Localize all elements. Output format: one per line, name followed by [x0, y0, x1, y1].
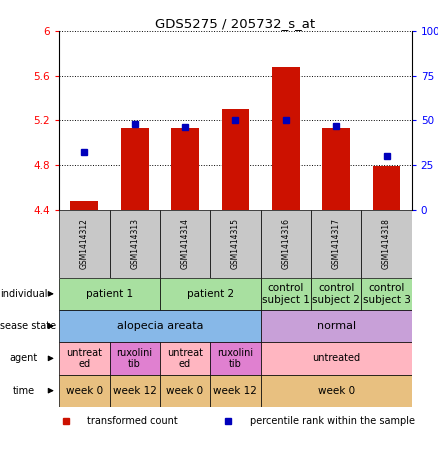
- Bar: [110, 210, 160, 278]
- Text: GSM1414318: GSM1414318: [382, 218, 391, 269]
- Bar: [210, 375, 261, 407]
- Text: week 0: week 0: [66, 386, 103, 395]
- Text: individual: individual: [0, 289, 47, 299]
- Bar: [261, 375, 412, 407]
- Text: untreat
ed: untreat ed: [66, 347, 102, 369]
- Bar: [121, 128, 148, 210]
- Text: control
subject 2: control subject 2: [312, 283, 360, 304]
- Bar: [261, 342, 412, 375]
- Bar: [59, 210, 110, 278]
- Bar: [210, 342, 261, 375]
- Text: week 12: week 12: [213, 386, 258, 395]
- Text: week 12: week 12: [113, 386, 157, 395]
- Bar: [361, 278, 412, 310]
- Text: GSM1414313: GSM1414313: [130, 218, 139, 269]
- Bar: [59, 375, 110, 407]
- Bar: [311, 278, 361, 310]
- Bar: [361, 210, 412, 278]
- Bar: [210, 210, 261, 278]
- Text: untreat
ed: untreat ed: [167, 347, 203, 369]
- Bar: [71, 201, 98, 210]
- Text: patient 1: patient 1: [86, 289, 133, 299]
- Text: agent: agent: [10, 353, 38, 363]
- Text: GSM1414317: GSM1414317: [332, 218, 341, 269]
- Bar: [322, 128, 350, 210]
- Bar: [261, 210, 311, 278]
- Title: GDS5275 / 205732_s_at: GDS5275 / 205732_s_at: [155, 17, 315, 29]
- Text: control
subject 1: control subject 1: [262, 283, 310, 304]
- Bar: [110, 375, 160, 407]
- Bar: [59, 342, 110, 375]
- Bar: [373, 166, 400, 210]
- Bar: [160, 278, 261, 310]
- Bar: [110, 342, 160, 375]
- Bar: [222, 109, 249, 210]
- Text: disease state: disease state: [0, 321, 56, 331]
- Text: control
subject 3: control subject 3: [363, 283, 410, 304]
- Bar: [272, 67, 300, 210]
- Text: normal: normal: [317, 321, 356, 331]
- Bar: [160, 375, 210, 407]
- Bar: [261, 310, 412, 342]
- Text: ruxolini
tib: ruxolini tib: [117, 347, 153, 369]
- Text: week 0: week 0: [166, 386, 204, 395]
- Text: transformed count: transformed count: [87, 416, 178, 426]
- Text: GSM1414315: GSM1414315: [231, 218, 240, 269]
- Bar: [160, 210, 210, 278]
- Bar: [59, 310, 261, 342]
- Bar: [160, 342, 210, 375]
- Text: GSM1414316: GSM1414316: [281, 218, 290, 269]
- Bar: [171, 128, 199, 210]
- Bar: [311, 210, 361, 278]
- Text: GSM1414314: GSM1414314: [180, 218, 190, 269]
- Text: time: time: [13, 386, 35, 395]
- Text: GSM1414312: GSM1414312: [80, 218, 89, 269]
- Text: alopecia areata: alopecia areata: [117, 321, 203, 331]
- Text: patient 2: patient 2: [187, 289, 234, 299]
- Bar: [261, 278, 311, 310]
- Bar: [59, 278, 160, 310]
- Text: week 0: week 0: [318, 386, 355, 395]
- Text: ruxolini
tib: ruxolini tib: [217, 347, 254, 369]
- Text: untreated: untreated: [312, 353, 360, 363]
- Text: percentile rank within the sample: percentile rank within the sample: [250, 416, 414, 426]
